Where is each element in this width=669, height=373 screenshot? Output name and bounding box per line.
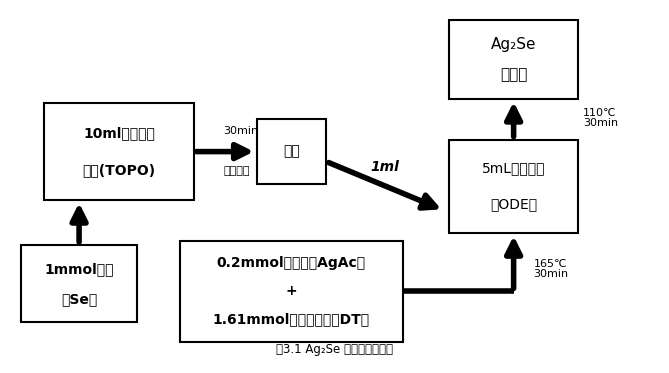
Text: 165℃: 165℃ (534, 258, 567, 269)
FancyBboxPatch shape (256, 119, 326, 184)
Text: 110℃: 110℃ (583, 108, 617, 118)
Text: 硒源: 硒源 (283, 145, 300, 159)
Text: 1ml: 1ml (371, 160, 399, 174)
Text: 氧膦(TOPO): 氧膦(TOPO) (82, 163, 155, 177)
FancyBboxPatch shape (44, 103, 193, 200)
Text: （Se）: （Se） (61, 292, 97, 306)
Text: 0.2mmol醋酸銀（AgAc）: 0.2mmol醋酸銀（AgAc） (217, 256, 366, 270)
FancyBboxPatch shape (21, 245, 137, 322)
Text: 常温搅拌: 常温搅拌 (223, 166, 250, 176)
Text: 1.61mmol十二烷基硫（DT）: 1.61mmol十二烷基硫（DT） (213, 312, 370, 326)
Text: 30min: 30min (223, 126, 258, 136)
Text: 5mL十八烷烯: 5mL十八烷烯 (482, 162, 545, 175)
FancyBboxPatch shape (180, 241, 403, 342)
Text: 30min: 30min (534, 269, 569, 279)
Text: （ODE）: （ODE） (490, 198, 537, 211)
Text: +: + (286, 284, 297, 298)
Text: 量子点: 量子点 (500, 68, 527, 82)
Text: 1mmol硒粉: 1mmol硒粉 (44, 262, 114, 276)
Text: 30min: 30min (583, 118, 618, 128)
FancyBboxPatch shape (449, 20, 578, 99)
Text: Ag₂Se: Ag₂Se (491, 37, 537, 52)
Text: 图3.1 Ag₂Se 量子点制备流程: 图3.1 Ag₂Se 量子点制备流程 (276, 342, 393, 355)
Text: 10ml三正辛基: 10ml三正辛基 (83, 126, 155, 140)
FancyBboxPatch shape (449, 140, 578, 233)
